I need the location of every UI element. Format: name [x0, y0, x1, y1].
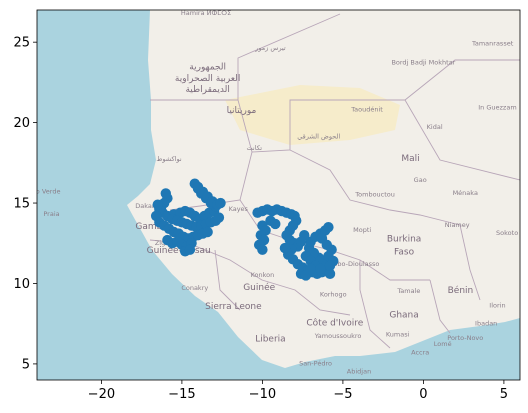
map-label: Ménaka: [453, 189, 478, 197]
map-label: Guinée-Bissau: [147, 245, 211, 256]
map-label: تيرس زمور: [254, 44, 286, 52]
map-label: Kumasi: [386, 331, 410, 339]
map-label: Ilorin: [489, 302, 505, 310]
map-label: Taoudénit: [350, 105, 383, 113]
map-label: Kidal: [427, 123, 443, 131]
map-label: Sokoto: [496, 229, 518, 237]
map-label: Sierra Leone: [205, 302, 262, 312]
map-label: Cabo Verde: [23, 187, 60, 195]
map-label: In Guezzam: [478, 104, 516, 112]
y-tick-label: 25: [13, 36, 30, 51]
scatter-points: [150, 178, 339, 281]
map-label: Yamoussoukro: [314, 332, 362, 340]
y-tick-label: 10: [13, 277, 30, 292]
map-label: Burkina: [387, 235, 422, 245]
map-label: Niamey: [445, 221, 470, 229]
x-tick-label: −15: [168, 387, 195, 402]
y-tick-label: 20: [13, 116, 30, 131]
y-axis: 5 10 15 20 25: [13, 36, 37, 372]
data-point: [215, 197, 226, 209]
map-label: Ibadan: [475, 319, 497, 327]
data-point: [279, 242, 291, 254]
map-label: Guinée: [243, 282, 275, 293]
map-label: الجمهورية: [189, 63, 226, 73]
data-point: [315, 263, 326, 275]
map-label: Abidjan: [347, 368, 371, 376]
x-tick-label: −10: [249, 387, 276, 402]
map-label: Accra: [411, 348, 429, 356]
map-label: Gao: [414, 176, 427, 184]
map-label: الديمقراطية: [185, 85, 229, 95]
map-label: Ghana: [389, 310, 418, 320]
data-point: [152, 199, 163, 210]
plot-frame: [36, 9, 521, 381]
map-label: العربية الصحراوية: [175, 74, 240, 84]
map-label: الحوض الشرقي: [297, 133, 340, 141]
land-mass: [127, 10, 520, 368]
map-label: نواكشوط: [156, 155, 181, 163]
data-point: [295, 236, 307, 247]
map-label: Tombouctou: [354, 191, 395, 199]
x-tick-label: 5: [500, 387, 508, 402]
data-point: [257, 244, 268, 255]
data-point: [323, 221, 334, 233]
map-label: Côte d'Ivoire: [306, 317, 363, 328]
map-label: Conakry: [181, 284, 208, 292]
y-tick-label: 5: [22, 357, 30, 372]
map-label: Tamanrasset: [471, 39, 514, 47]
data-point: [324, 268, 336, 280]
map-label: Liberia: [255, 334, 285, 344]
map-label: Faso: [394, 248, 415, 258]
map-label: Hamira ⵍⵀⵎⵔⵉ: [181, 9, 231, 17]
map-label: تكانت: [247, 144, 263, 152]
map-label: Bordj Badji Mokhtar: [391, 59, 455, 67]
y-tick-label: 15: [13, 197, 30, 212]
map-label: Bobo-Dioulasso: [329, 260, 379, 268]
x-tick-label: −5: [333, 387, 352, 402]
map-label: Dakar: [135, 202, 155, 210]
map-label: Mali: [401, 154, 419, 164]
map-label: Gambia: [135, 222, 170, 232]
data-point: [324, 260, 336, 271]
x-tick-label: −20: [88, 387, 115, 402]
data-point: [184, 244, 196, 255]
x-tick-label: 0: [419, 387, 427, 402]
map-label: Praia: [43, 210, 59, 218]
map-label: Tamale: [396, 287, 420, 295]
map-label: Kayes: [229, 205, 249, 213]
map-label: Bénin: [448, 285, 474, 296]
map-label: Lomé: [434, 340, 452, 348]
data-point: [305, 263, 316, 275]
map-label: موريتانيا: [227, 106, 257, 116]
map-label: San-Pédro: [299, 360, 332, 368]
map-label: Korhogo: [320, 290, 347, 298]
data-point: [202, 226, 213, 238]
x-axis: −20 −15 −10 −5 0 5: [88, 380, 508, 402]
map-label: Porto-Novo: [447, 334, 483, 342]
map-label: Konkon: [251, 271, 275, 279]
data-point: [213, 212, 225, 223]
map-label: Mopti: [353, 226, 371, 234]
data-point: [270, 218, 281, 230]
